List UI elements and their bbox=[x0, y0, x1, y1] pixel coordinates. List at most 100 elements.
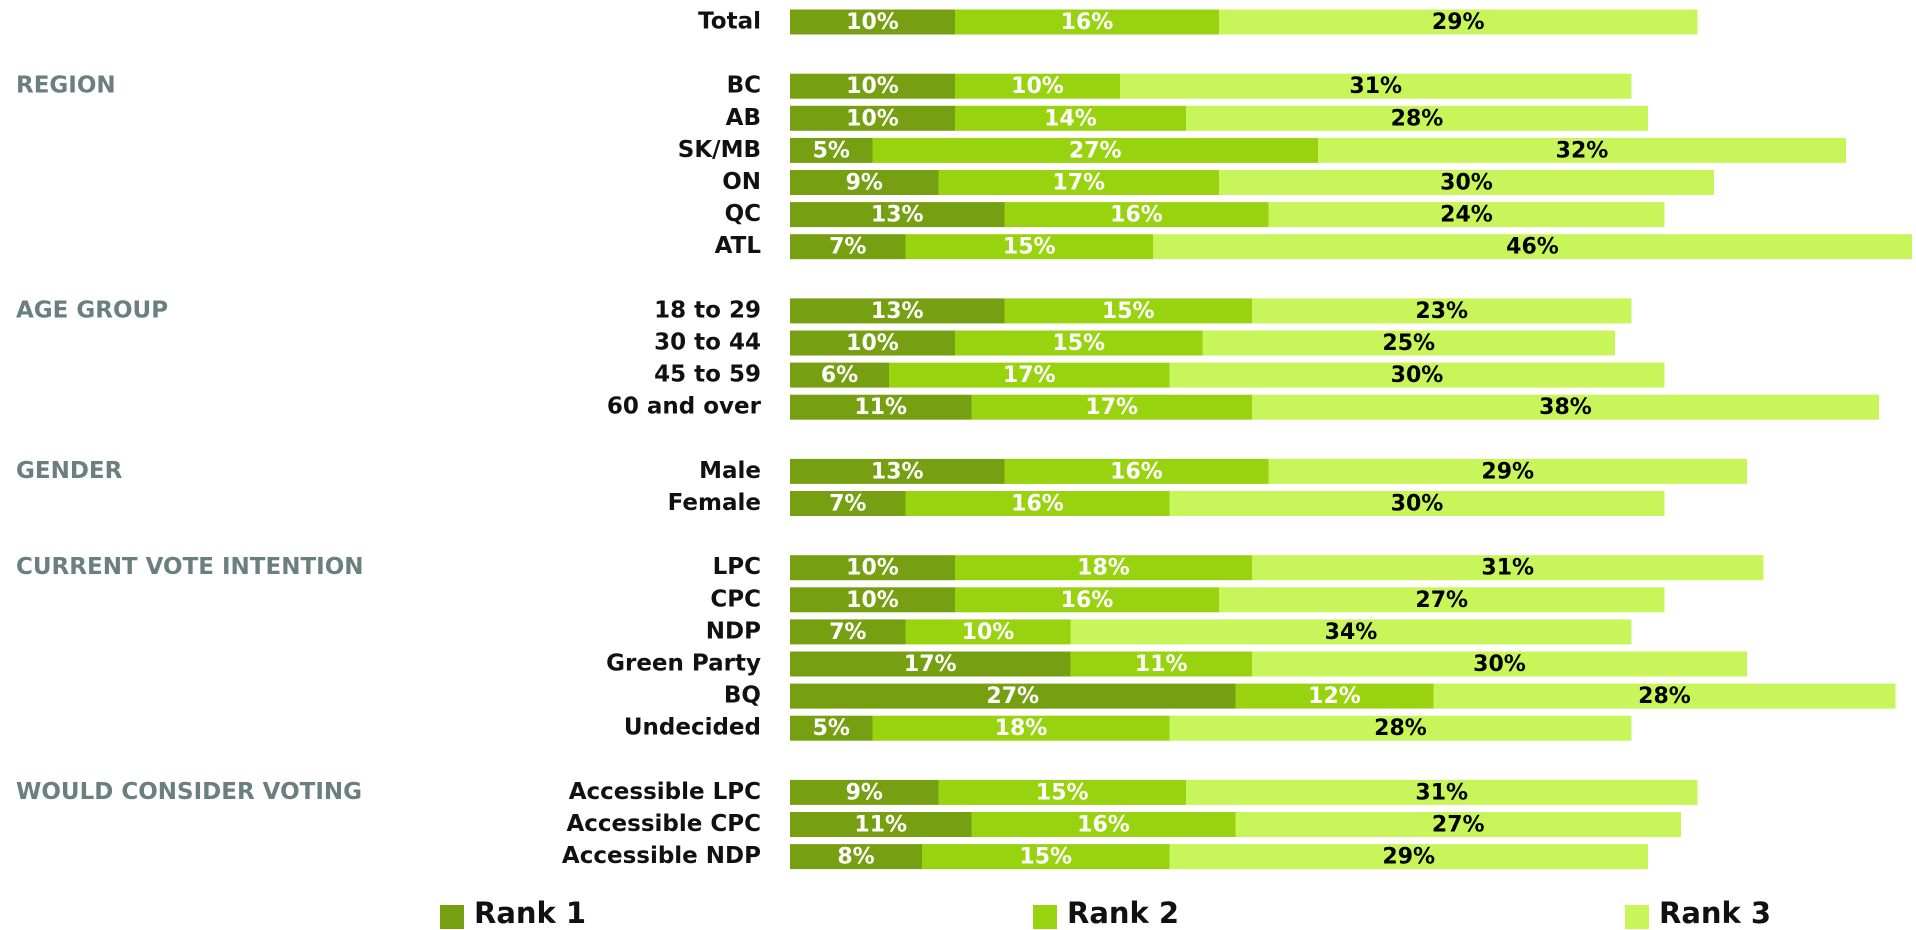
bar-segment bbox=[790, 170, 939, 195]
value-label: 9% bbox=[846, 171, 883, 196]
value-label: 10% bbox=[846, 10, 899, 35]
bar-segment bbox=[790, 683, 1236, 709]
bar-segment bbox=[790, 137, 873, 163]
bar-segment bbox=[971, 394, 1252, 420]
bar-segment bbox=[1252, 651, 1747, 677]
bar-segment bbox=[790, 779, 939, 805]
bar-segment bbox=[1186, 105, 1648, 131]
bar-segment bbox=[1219, 587, 1665, 613]
row-label: LPC bbox=[713, 554, 761, 580]
value-label: 34% bbox=[1325, 620, 1378, 645]
value-label: 17% bbox=[1085, 395, 1138, 420]
value-label: 27% bbox=[986, 684, 1039, 709]
bar-segment bbox=[971, 812, 1236, 837]
bar-segment bbox=[872, 137, 1318, 163]
bar-segment bbox=[790, 458, 1005, 484]
group-label: REGION bbox=[16, 73, 116, 99]
row-label: Total bbox=[698, 9, 761, 35]
value-label: 10% bbox=[846, 331, 899, 356]
bar-segment bbox=[1004, 458, 1269, 484]
bar-segment bbox=[1268, 202, 1665, 228]
row-label: BQ bbox=[724, 683, 761, 709]
row-label: Male bbox=[699, 458, 761, 484]
bar-segment bbox=[790, 587, 955, 613]
row-label: Accessible NDP bbox=[562, 843, 761, 869]
value-label: 13% bbox=[871, 203, 924, 228]
value-label: 18% bbox=[995, 716, 1048, 741]
bar-segment bbox=[955, 9, 1219, 35]
row-label: Undecided bbox=[624, 715, 761, 741]
bar-segment bbox=[1070, 619, 1632, 645]
row-label: AB bbox=[726, 105, 761, 131]
bar-segment bbox=[1169, 715, 1632, 741]
bar-segment bbox=[790, 9, 955, 35]
bar-segment bbox=[938, 779, 1186, 805]
value-label: 27% bbox=[1069, 138, 1122, 163]
value-label: 29% bbox=[1432, 10, 1485, 35]
value-label: 10% bbox=[1011, 74, 1064, 99]
value-label: 14% bbox=[1044, 106, 1097, 131]
row-label: BC bbox=[727, 73, 761, 99]
bar-segment bbox=[1252, 298, 1632, 324]
value-label: 27% bbox=[1415, 588, 1468, 613]
bar-segment bbox=[790, 73, 955, 99]
legend-label: Rank 3 bbox=[1659, 896, 1771, 930]
value-label: 18% bbox=[1077, 556, 1130, 581]
value-label: 16% bbox=[1110, 459, 1163, 484]
row-label: Accessible CPC bbox=[566, 811, 761, 837]
row-label: Accessible LPC bbox=[569, 779, 761, 805]
bar-segment bbox=[790, 362, 889, 388]
bar-segment bbox=[1169, 362, 1665, 388]
value-label: 15% bbox=[1019, 845, 1072, 870]
bar-segment bbox=[1169, 491, 1665, 516]
bar-segment bbox=[790, 491, 906, 516]
value-label: 10% bbox=[846, 556, 899, 581]
bar-segment bbox=[790, 330, 955, 356]
bar-segment bbox=[1433, 683, 1896, 709]
row-label: NDP bbox=[706, 618, 761, 644]
bar-segment bbox=[905, 491, 1170, 516]
value-label: 27% bbox=[1432, 813, 1485, 838]
group-label: GENDER bbox=[16, 458, 123, 484]
value-label: 31% bbox=[1415, 780, 1468, 805]
value-label: 31% bbox=[1481, 556, 1534, 581]
bar-segment bbox=[1268, 458, 1747, 484]
group-label: WOULD CONSIDER VOTING bbox=[16, 779, 362, 805]
bar-segment bbox=[1186, 779, 1698, 805]
bar-segment bbox=[790, 619, 906, 645]
value-label: 13% bbox=[871, 459, 924, 484]
value-label: 8% bbox=[837, 845, 874, 870]
value-label: 29% bbox=[1382, 845, 1435, 870]
bar-segment bbox=[955, 555, 1252, 581]
value-label: 10% bbox=[846, 588, 899, 613]
bar-segment bbox=[955, 330, 1203, 356]
row-label: 45 to 59 bbox=[654, 362, 761, 388]
value-label: 25% bbox=[1382, 331, 1435, 356]
bar-segment bbox=[1219, 170, 1714, 195]
value-label: 17% bbox=[904, 652, 957, 677]
value-label: 46% bbox=[1506, 235, 1559, 260]
value-label: 32% bbox=[1556, 138, 1609, 163]
value-label: 16% bbox=[1061, 10, 1114, 35]
value-label: 30% bbox=[1391, 363, 1444, 388]
value-label: 5% bbox=[813, 716, 850, 741]
value-label: 10% bbox=[846, 106, 899, 131]
bar-segment bbox=[1235, 812, 1681, 837]
bar-segment bbox=[790, 105, 955, 131]
value-label: 11% bbox=[1135, 652, 1188, 677]
value-label: 17% bbox=[1052, 171, 1105, 196]
row-label: Green Party bbox=[606, 651, 761, 677]
value-label: 6% bbox=[821, 363, 858, 388]
value-label: 15% bbox=[1003, 235, 1056, 260]
value-label: 29% bbox=[1481, 459, 1534, 484]
value-label: 17% bbox=[1003, 363, 1056, 388]
group-label: AGE GROUP bbox=[16, 297, 168, 323]
bar-segment bbox=[955, 105, 1186, 131]
value-label: 7% bbox=[829, 492, 866, 517]
value-label: 11% bbox=[854, 395, 907, 420]
bar-segment bbox=[1252, 394, 1879, 420]
value-label: 16% bbox=[1061, 588, 1114, 613]
bar-segment bbox=[1202, 330, 1615, 356]
bar-segment bbox=[1252, 555, 1764, 581]
